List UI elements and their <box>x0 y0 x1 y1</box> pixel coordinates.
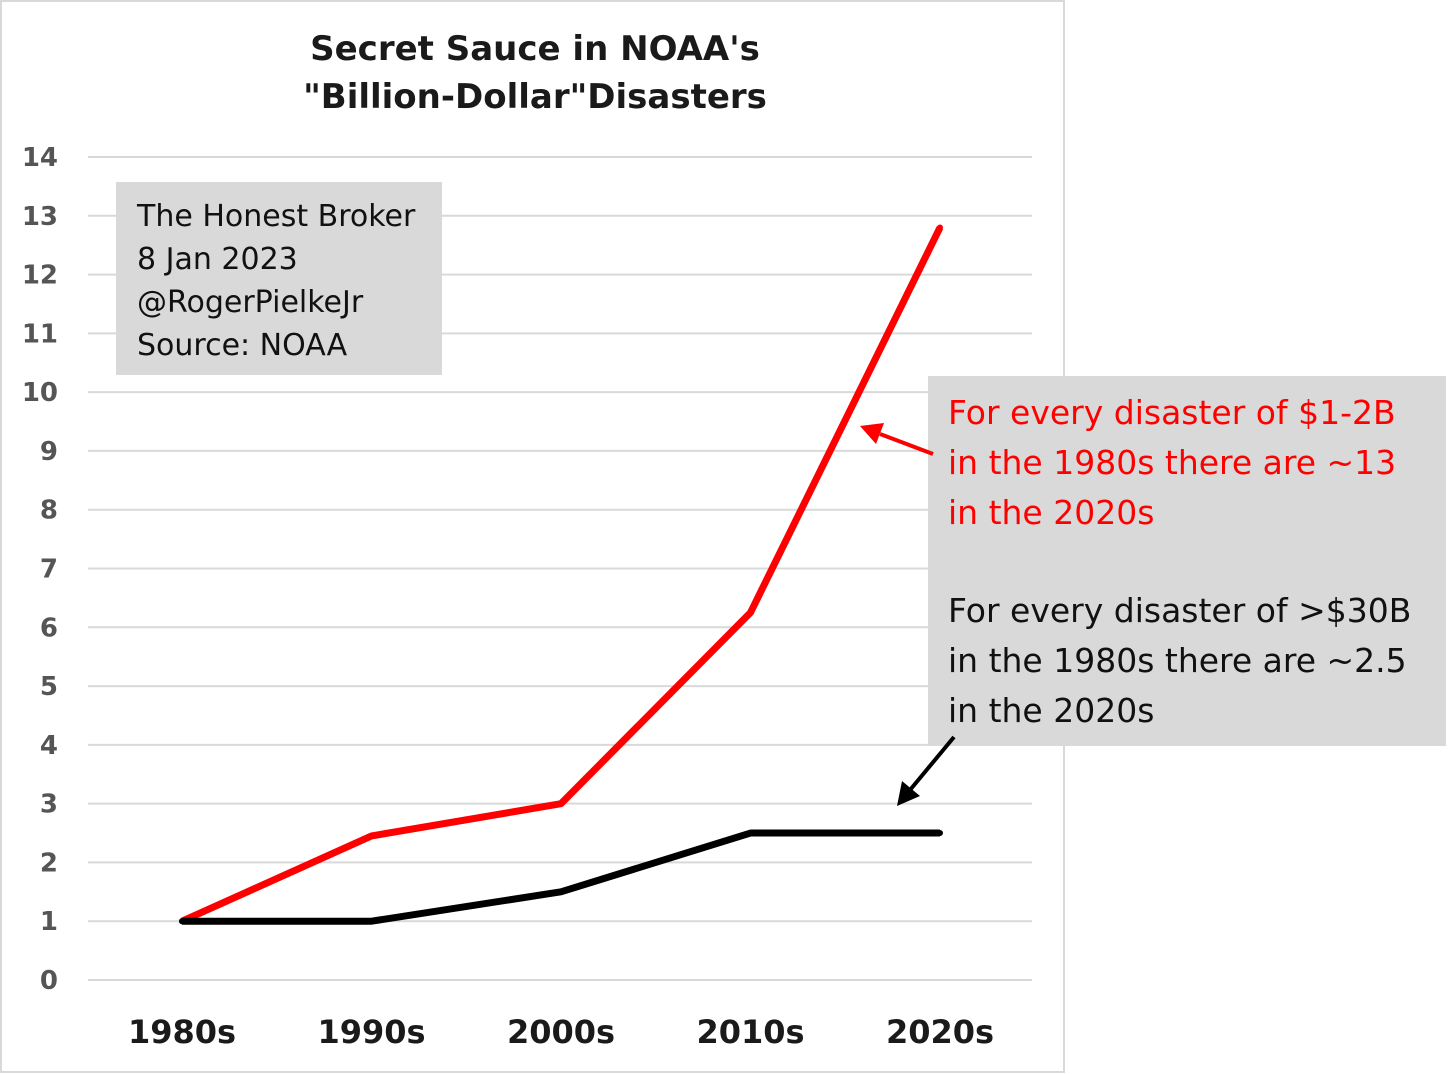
credit-date: 8 Jan 2023 <box>137 242 298 277</box>
black-annotation-line-1: For every disaster of >$30B <box>948 591 1411 630</box>
black-annotation-line-2: in the 1980s there are ~2.5 <box>948 641 1407 680</box>
red-annotation-arrow <box>860 423 934 456</box>
y-tick-label: 12 <box>22 261 58 291</box>
y-tick-label: 5 <box>40 672 58 702</box>
credit-source: Source: NOAA <box>137 328 348 363</box>
red-annotation-line-2: in the 1980s there are ~13 <box>948 443 1396 482</box>
y-tick-label: 1 <box>40 907 58 937</box>
y-tick-label: 4 <box>40 731 58 761</box>
series-lines <box>179 224 944 925</box>
y-tick-label: 3 <box>40 790 58 820</box>
y-tick-label: 10 <box>22 378 58 408</box>
x-tick-label: 2000s <box>507 1013 615 1051</box>
red-arrow-head-icon <box>860 423 884 444</box>
black-data-point <box>747 830 754 837</box>
black-data-point <box>179 918 185 925</box>
credit-publication: The Honest Broker <box>136 199 416 234</box>
credit-box-background <box>116 182 442 375</box>
annotation-box-background <box>928 376 1446 746</box>
red-data-point <box>747 609 754 616</box>
x-axis-ticks: 1980s 1990s 2000s 2010s 2020s <box>128 1013 994 1051</box>
black-annotation-arrow <box>897 735 956 806</box>
chart-frame <box>0 0 1065 1073</box>
red-annotation-line-3: in the 2020s <box>948 493 1154 532</box>
y-tick-label: 2 <box>40 848 58 878</box>
y-tick-label: 7 <box>40 555 58 585</box>
black-data-point <box>937 830 943 837</box>
y-tick-label: 6 <box>40 613 58 643</box>
y-tick-label: 11 <box>22 319 58 349</box>
black-data-point <box>558 888 564 895</box>
y-tick-label: 8 <box>40 496 58 526</box>
black-arrow-head-icon <box>897 781 920 806</box>
red-data-point <box>558 800 564 807</box>
chart-title-line-2: "Billion-Dollar"Disasters <box>303 77 767 117</box>
black-annotation-line-3: in the 2020s <box>948 691 1154 730</box>
x-tick-label: 1980s <box>128 1013 236 1051</box>
black-arrow-shaft <box>908 735 956 792</box>
x-tick-label: 1990s <box>317 1013 425 1051</box>
red-arrow-shaft <box>879 432 934 456</box>
red-annotation-line-1: For every disaster of $1-2B <box>948 393 1396 432</box>
x-tick-label: 2010s <box>696 1013 804 1051</box>
chart-title-line-1: Secret Sauce in NOAA's <box>310 29 760 69</box>
y-tick-label: 13 <box>22 202 58 232</box>
y-tick-label: 14 <box>22 143 58 173</box>
annotation-box: For every disaster of $1-2B in the 1980s… <box>928 376 1446 746</box>
y-tick-label: 0 <box>40 966 58 996</box>
red-data-point <box>937 224 943 231</box>
credit-handle-link[interactable]: @RogerPielkeJr <box>137 285 364 320</box>
credit-box: The Honest Broker 8 Jan 2023 @RogerPielk… <box>116 182 442 375</box>
x-tick-label: 2020s <box>886 1013 994 1051</box>
y-tick-label: 9 <box>40 437 58 467</box>
black-data-point <box>368 918 375 925</box>
red-data-point <box>368 832 375 839</box>
